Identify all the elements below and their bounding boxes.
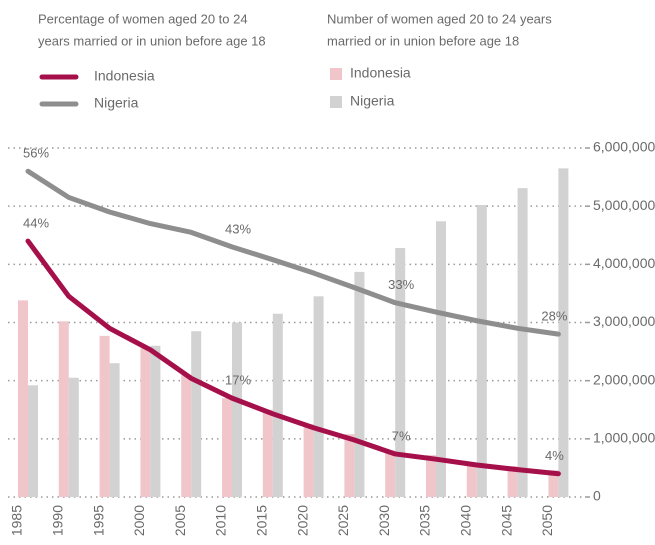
bar: [18, 300, 28, 497]
legend-label: Indonesia: [350, 65, 411, 81]
bar: [558, 168, 569, 497]
data-label: 7%: [392, 428, 411, 443]
data-label: 56%: [23, 146, 49, 161]
legend-label: Nigeria: [350, 93, 395, 109]
line: [25, 238, 561, 477]
x-tick-label: 2050: [539, 505, 555, 536]
bar: [436, 221, 446, 498]
y2-tick-label: 2,000,000: [593, 371, 655, 387]
bar: [313, 296, 324, 497]
bar: [191, 331, 202, 497]
data-label: 44%: [23, 216, 49, 231]
y2-tick-label: 0: [593, 488, 601, 504]
bar: [426, 455, 436, 497]
x-tick-label: 2010: [213, 505, 229, 536]
legend-swatch: [330, 96, 342, 108]
bar: [507, 466, 518, 497]
bar: [68, 377, 79, 497]
bar: [181, 374, 192, 497]
y2-tick-label: 3,000,000: [593, 313, 655, 329]
y2-tick-label: 6,000,000: [593, 139, 655, 155]
x-tick-label: 2025: [335, 505, 351, 536]
bar: [272, 313, 283, 497]
data-label: 33%: [388, 277, 414, 292]
x-tick-label: 2030: [376, 505, 392, 536]
x-tick-label: 2020: [294, 505, 310, 536]
bar-legend-title: Number of women aged 20 to 24 years: [327, 11, 552, 26]
y2-tick-label: 1,000,000: [593, 430, 655, 446]
bar: [150, 345, 161, 497]
y2-tick-label: 5,000,000: [593, 197, 655, 213]
bar: [517, 188, 528, 497]
line-legend-title: years married or in union before age 18: [38, 33, 266, 48]
data-label: 28%: [541, 309, 567, 324]
bar: [395, 248, 406, 497]
bar: [344, 434, 355, 497]
legend-label: Nigeria: [94, 95, 139, 111]
x-tick-label: 1995: [90, 505, 106, 536]
x-tick-label: 2045: [498, 505, 514, 536]
bar-legend-title: married or in union before age 18: [327, 33, 519, 48]
bar: [262, 409, 273, 497]
data-label: 4%: [545, 448, 564, 463]
bar: [58, 321, 69, 497]
bar: [232, 322, 242, 497]
bar: [385, 450, 396, 497]
data-label: 43%: [225, 221, 251, 236]
x-tick-label: 2000: [131, 505, 147, 536]
data-label: 17%: [225, 373, 251, 388]
bar: [109, 363, 120, 497]
x-tick-label: 2005: [172, 505, 188, 536]
y2-tick-label: 4,000,000: [593, 255, 655, 271]
bar: [99, 335, 110, 497]
x-tick-label: 2040: [458, 505, 474, 536]
bar: [28, 385, 38, 497]
bar: [476, 205, 487, 497]
line: [25, 168, 561, 337]
bar: [222, 398, 232, 497]
bar: [548, 470, 559, 497]
bar: [303, 424, 314, 497]
bar: [354, 271, 365, 497]
bar: [140, 348, 151, 497]
line-legend-title: Percentage of women aged 20 to 24: [38, 11, 248, 26]
x-tick-label: 2035: [417, 505, 433, 536]
x-tick-label: 2015: [254, 505, 270, 536]
x-tick-label: 1990: [50, 505, 66, 536]
legend-label: Indonesia: [94, 68, 155, 84]
x-tick-label: 1985: [9, 505, 25, 536]
bar: [466, 463, 477, 497]
legend-swatch: [330, 68, 342, 80]
